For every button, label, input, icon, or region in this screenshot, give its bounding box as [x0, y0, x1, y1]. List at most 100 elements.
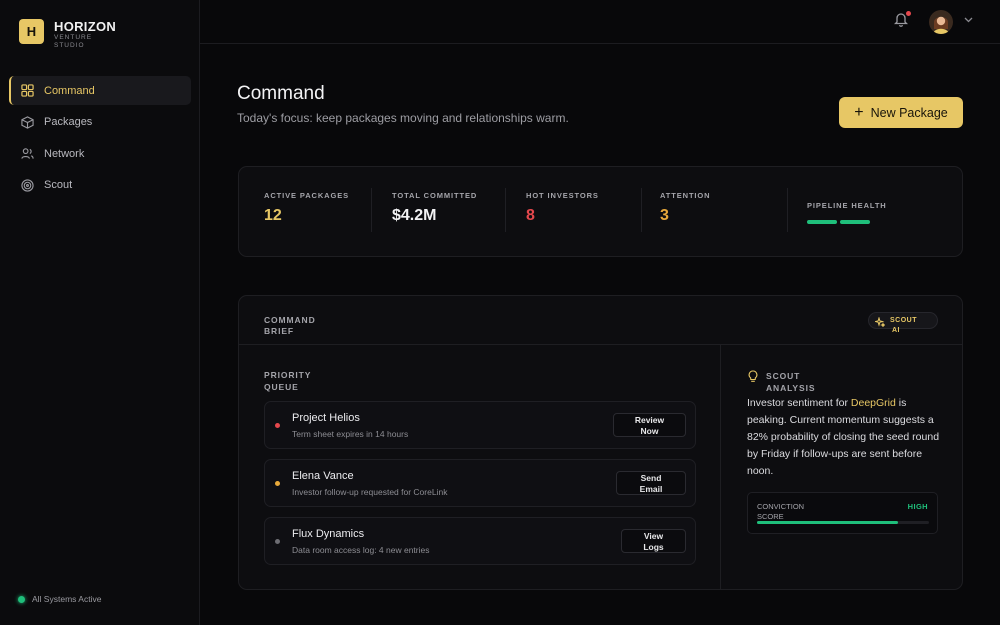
stat-label: ATTENTION	[660, 191, 711, 200]
stat-label: TOTAL COMMITTED	[392, 191, 478, 200]
conviction-label: CONVICTION SCORE	[757, 502, 837, 522]
radar-icon	[21, 178, 34, 192]
queue-title: PRIORITY QUEUE	[264, 369, 344, 393]
stat-active-packages: ACTIVE PACKAGES 12	[264, 191, 349, 225]
page-subtitle: Today's focus: keep packages moving and …	[237, 111, 569, 125]
queue-item[interactable]: Project Helios Term sheet expires in 14 …	[264, 401, 696, 449]
scout-pill-line: AI	[892, 327, 900, 334]
queue-item-desc: Investor follow-up requested for CoreLin…	[292, 487, 448, 497]
button-line: Review	[634, 415, 665, 425]
topbar	[200, 0, 1000, 44]
queue-item-desc: Term sheet expires in 14 hours	[292, 429, 409, 439]
divider	[371, 188, 372, 232]
brief-header: COMMAND BRIEF SCOUT AI	[239, 296, 962, 345]
queue-item-desc: Data room access log: 4 new entries	[292, 545, 430, 555]
view-logs-button[interactable]: View Logs	[621, 529, 686, 553]
stat-value: 12	[264, 207, 282, 224]
priority-dot	[275, 481, 280, 486]
button-line: View	[643, 531, 664, 541]
plus-icon: +	[854, 103, 864, 121]
button-line: Logs	[643, 542, 664, 552]
brand-sub-1: VENTURE	[54, 34, 93, 41]
sidebar-item-network[interactable]: Network	[9, 139, 191, 168]
analysis-title-line: ANALYSIS	[766, 383, 816, 393]
review-now-button[interactable]: Review Now	[613, 413, 686, 437]
stat-pipeline-health: PIPELINE HEALTH	[807, 201, 887, 224]
command-brief-card: COMMAND BRIEF SCOUT AI PRIORITY QUEUE Pr…	[238, 295, 963, 590]
health-bar	[807, 220, 837, 224]
company-link[interactable]: DeepGrid	[850, 397, 896, 409]
send-email-button[interactable]: Send Email	[616, 471, 686, 495]
sidebar-item-command[interactable]: Command	[9, 76, 191, 105]
brief-title: COMMAND BRIEF	[264, 315, 344, 337]
divider	[641, 188, 642, 232]
queue-item[interactable]: Elena Vance Investor follow-up requested…	[264, 459, 696, 507]
sidebar-item-label: Packages	[44, 116, 93, 128]
chevron-down-icon[interactable]	[964, 17, 973, 23]
sidebar-item-packages[interactable]: Packages	[9, 108, 191, 137]
stat-value: 8	[526, 207, 535, 224]
priority-dot	[275, 539, 280, 544]
bell-icon[interactable]	[894, 11, 908, 27]
analysis-text: Investor sentiment for DeepGrid is peaki…	[747, 395, 947, 480]
system-status: All Systems Active	[18, 594, 101, 604]
conviction-bar	[757, 521, 929, 524]
stat-value: 3	[660, 207, 669, 224]
priority-dot	[275, 423, 280, 428]
stats-card: ACTIVE PACKAGES 12 TOTAL COMMITTED $4.2M…	[238, 166, 963, 257]
priority-queue: PRIORITY QUEUE Project Helios Term sheet…	[239, 345, 721, 589]
button-line: Send	[640, 473, 662, 483]
queue-item-name: Elena Vance	[292, 470, 354, 482]
health-bar	[840, 220, 870, 224]
stat-label: PIPELINE HEALTH	[807, 201, 887, 210]
analysis-title: SCOUT ANALYSIS	[766, 370, 846, 394]
queue-item[interactable]: Flux Dynamics Data room access log: 4 ne…	[264, 517, 696, 565]
queue-title-line: QUEUE	[264, 382, 299, 392]
notification-dot	[906, 11, 911, 16]
sidebar: H HORIZON VENTURE STUDIO Command Package…	[0, 0, 200, 625]
pipeline-health-bars	[807, 220, 887, 224]
page-title: Command	[237, 83, 325, 104]
stat-attention: ATTENTION 3	[660, 191, 710, 225]
sparkle-icon	[875, 317, 885, 327]
lightbulb-icon	[748, 370, 758, 382]
scout-ai-badge[interactable]: SCOUT AI	[868, 312, 938, 334]
brand[interactable]: H HORIZON VENTURE STUDIO	[19, 19, 116, 50]
divider	[505, 188, 506, 232]
queue-title-line: PRIORITY	[264, 370, 312, 380]
conviction-label-line: CONVICTION	[757, 502, 805, 511]
new-package-label: New Package	[870, 105, 948, 120]
button-line: Now	[640, 426, 659, 436]
queue-item-name: Project Helios	[292, 412, 360, 424]
brand-logo: H	[19, 19, 44, 44]
sidebar-item-label: Command	[44, 84, 95, 97]
sidebar-item-label: Scout	[44, 179, 73, 191]
scout-pill-line: SCOUT	[890, 317, 917, 324]
conviction-score: CONVICTION SCORE HIGH	[747, 492, 938, 534]
avatar[interactable]	[929, 10, 953, 34]
brief-title-line: COMMAND	[264, 315, 316, 325]
brand-sub-2: STUDIO	[54, 42, 85, 49]
stat-value: $4.2M	[392, 207, 437, 224]
sidebar-item-scout[interactable]: Scout	[9, 171, 191, 200]
conviction-bar-fill	[757, 521, 899, 524]
conviction-level: HIGH	[907, 502, 928, 511]
stat-label: ACTIVE PACKAGES	[264, 191, 350, 200]
status-dot	[18, 595, 25, 603]
divider	[787, 188, 788, 232]
analysis-text-part: is peaking. Current momentum suggests a …	[747, 397, 940, 477]
new-package-button[interactable]: + New Package	[839, 97, 963, 128]
sidebar-item-label: Network	[44, 147, 85, 160]
analysis-text-part: Investor sentiment for	[747, 397, 851, 409]
status-text: All Systems Active	[32, 594, 102, 604]
sidebar-nav: Command Packages Network Scout	[9, 76, 191, 202]
stat-total-committed: TOTAL COMMITTED $4.2M	[392, 191, 477, 225]
scout-analysis: SCOUT ANALYSIS Investor sentiment for De…	[722, 345, 962, 589]
analysis-title-line: SCOUT	[766, 371, 801, 381]
button-line: Email	[639, 484, 663, 494]
brief-title-line: BRIEF	[264, 326, 294, 336]
users-icon	[21, 148, 34, 159]
conviction-label-line: SCORE	[757, 512, 784, 521]
stat-hot-investors: HOT INVESTORS 8	[526, 191, 599, 225]
grid-icon	[21, 84, 34, 97]
